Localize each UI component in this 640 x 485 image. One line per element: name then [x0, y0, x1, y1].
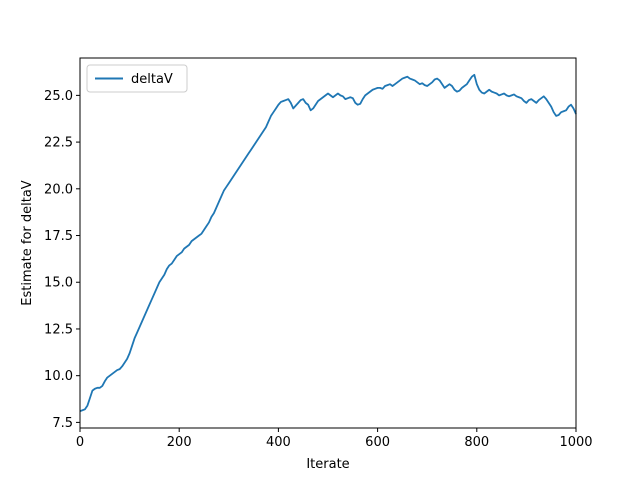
y-tick-label: 7.5: [52, 416, 73, 431]
y-axis-ticks: 7.5 10.0 12.5 15.0 17.5 20.0 22.5 25.0: [44, 89, 80, 431]
plot-area: [79, 57, 577, 429]
x-tick-label: 400: [266, 435, 291, 450]
x-tick-label: 800: [464, 435, 489, 450]
x-tick-label: 200: [167, 435, 192, 450]
legend: deltaV: [86, 64, 188, 93]
y-tick-label: 15.0: [44, 276, 73, 291]
y-tick-label: 25.0: [44, 89, 73, 104]
y-tick-label: 22.5: [44, 136, 73, 151]
legend-box: [86, 64, 188, 93]
x-axis-ticks: 0 200 400 600 800 1000: [76, 428, 593, 450]
y-tick-label: 17.5: [44, 229, 73, 244]
axes-frame: [79, 57, 577, 429]
series-line-deltaV: [79, 73, 577, 413]
y-axis-label: Estimate for deltaV: [20, 180, 35, 305]
x-tick-label: 1000: [559, 435, 592, 450]
series-layer: [79, 73, 577, 413]
x-tick-label: 0: [76, 435, 84, 450]
y-tick-label: 12.5: [44, 322, 73, 337]
x-tick-label: 600: [365, 435, 390, 450]
y-tick-label: 20.0: [44, 182, 73, 197]
y-tick-label: 10.0: [44, 369, 73, 384]
x-axis-label: Iterate: [306, 457, 349, 472]
legend-label-deltaV: deltaV: [131, 72, 173, 87]
